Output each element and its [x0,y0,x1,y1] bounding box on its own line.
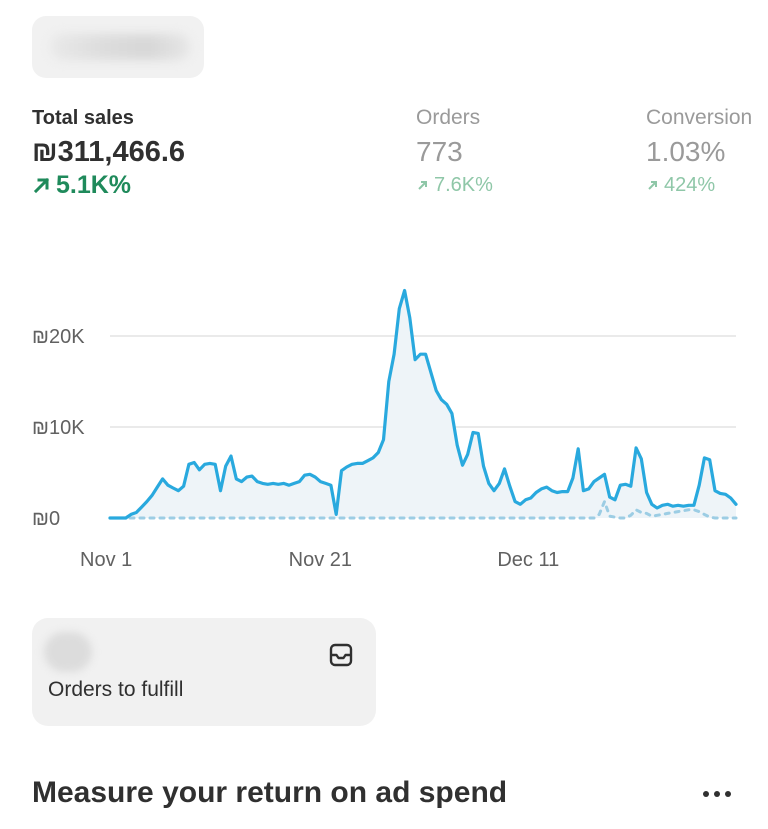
series-area [110,290,736,518]
ellipsis-icon [714,791,720,797]
metric-value: 773 [416,136,463,167]
metric-delta-value: 424% [664,174,716,196]
more-options-button[interactable] [694,778,740,810]
metric-label: Total sales [32,107,134,129]
metric-total-sales[interactable]: Total sales ₪311,466.6 5.1K% [32,104,185,200]
arrow-up-right-icon [418,181,427,190]
metric-value: ₪311,466.6 [32,136,186,168]
y-tick-label: ₪20K [32,326,85,348]
arrow-up-right-icon [33,177,50,194]
store-name-redacted [50,34,190,60]
section-title: Measure your return on ad spend [32,776,508,809]
inbox-icon [329,643,353,667]
arrow-up-right-icon [648,181,657,190]
ellipsis-icon [725,791,731,797]
y-tick-label: ₪10K [32,417,85,439]
x-tick-label: Nov 21 [289,549,352,571]
metric-delta: 5.1K% [32,170,185,200]
ellipsis-icon [703,791,709,797]
orders-to-fulfill-label: Orders to fulfill [48,678,184,701]
x-tick-label: Nov 1 [80,549,132,571]
y-tick-label: ₪0 [32,508,60,530]
metric-delta: 7.6K% [416,170,493,200]
metric-label: Orders [416,106,481,129]
sales-chart[interactable]: ₪20K ₪10K ₪0 Nov 1 Nov 21 Dec 11 [0,280,768,580]
x-tick-label: Dec 11 [497,549,559,571]
metric-conversion[interactable]: Conversion 1.03% 424% [646,104,752,200]
metric-value: 1.03% [646,136,726,167]
store-selector[interactable] [32,16,204,78]
sales-series-line [108,288,738,520]
avatar [44,632,92,672]
metric-orders[interactable]: Orders 773 7.6K% [416,104,493,200]
orders-to-fulfill-card[interactable] [32,618,376,726]
metric-label: Conversion [646,106,753,129]
metric-delta-value: 7.6K% [434,174,493,196]
metric-delta: 424% [646,170,752,200]
metric-delta-value: 5.1K% [56,171,132,199]
comparison-series-line [108,497,738,520]
